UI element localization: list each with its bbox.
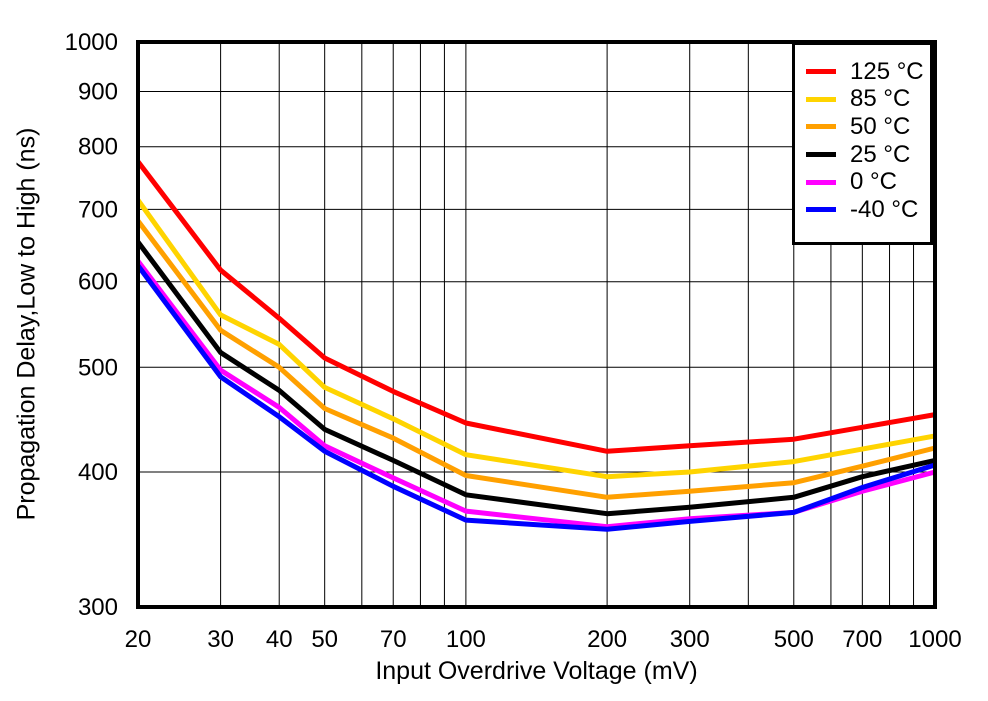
legend-label: 50 °C [850, 112, 911, 140]
legend-item: 0 °C [795, 168, 930, 196]
legend-label: 0 °C [850, 168, 897, 196]
legend-item: 25 °C [795, 141, 930, 169]
legend-swatch-25c-icon [806, 152, 836, 158]
y-tick-label: 600 [78, 269, 118, 296]
series-line--40C [135, 264, 936, 532]
series-line-85C [135, 198, 936, 480]
legend-swatch-125c-icon [806, 69, 836, 75]
y-tick-label: 900 [78, 78, 118, 105]
legend-item: 125 °C [795, 58, 930, 86]
y-tick-label: 800 [78, 134, 118, 161]
x-tick-label: 700 [842, 626, 882, 653]
legend-swatch-0c-icon [806, 179, 836, 185]
x-tick-label: 20 [125, 626, 152, 653]
x-tick-label: 500 [774, 626, 814, 653]
legend-item: 50 °C [795, 113, 930, 141]
y-tick-label: 500 [78, 354, 118, 381]
legend-swatch-50c-icon [806, 124, 836, 130]
y-tick-label: 1000 [65, 29, 118, 56]
legend-swatch-n40c-icon [806, 207, 836, 213]
x-tick-label: 100 [446, 626, 486, 653]
legend: 125 °C 85 °C 50 °C 25 °C 0 °C -40 °C [792, 42, 933, 245]
x-tick-label: 70 [380, 626, 407, 653]
series-line-50C [136, 219, 936, 500]
legend-label: 25 °C [850, 140, 911, 168]
x-axis-label: Input Overdrive Voltage (mV) [375, 657, 698, 685]
x-tick-label: 30 [207, 626, 234, 653]
legend-label: -40 °C [850, 195, 919, 223]
x-tick-label: 300 [670, 626, 710, 653]
x-tick-label: 200 [587, 626, 627, 653]
legend-label: 85 °C [850, 85, 911, 113]
y-tick-label: 400 [78, 459, 118, 486]
legend-item: 85 °C [795, 85, 930, 114]
x-tick-label: 40 [266, 626, 293, 653]
y-axis-label: Propagation Delay,Low to High (ns) [12, 127, 41, 521]
legend-swatch-85c-icon [806, 96, 836, 102]
series-line-25C [135, 240, 936, 517]
plot-frame [136, 40, 937, 609]
legend-label: 125 °C [850, 57, 924, 85]
x-tick-label: 1000 [908, 626, 961, 653]
series-line-125C [136, 160, 936, 454]
legend-item: -40 °C [795, 196, 930, 224]
y-tick-label: 300 [78, 594, 118, 621]
y-tick-label: 700 [78, 196, 118, 223]
x-tick-label: 50 [311, 626, 338, 653]
